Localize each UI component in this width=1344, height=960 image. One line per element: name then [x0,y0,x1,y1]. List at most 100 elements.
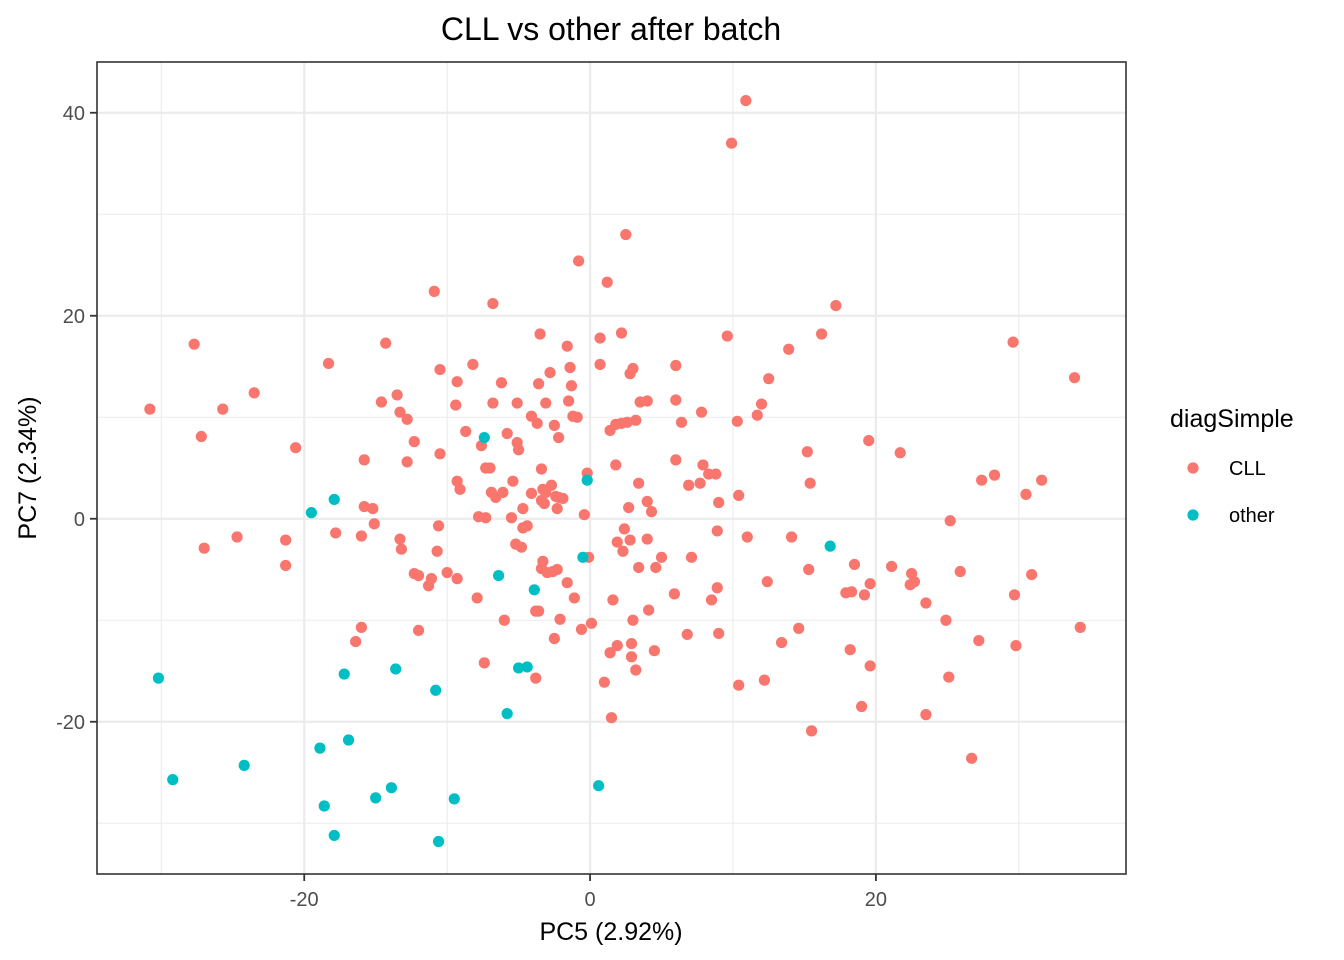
data-point-cll [531,417,543,429]
x-axis-title: PC5 (2.92%) [539,918,682,946]
data-point-cll [815,328,828,340]
data-point-other [478,431,490,444]
data-point-cll [655,551,668,563]
data-point-other [513,662,525,674]
data-point-cll [367,503,379,515]
data-point-other [593,780,605,792]
data-point-cll [848,558,861,571]
data-point-cll [358,454,370,466]
data-point-cll [625,651,638,663]
data-point-cll [803,563,815,576]
data-point-other [581,474,593,486]
data-point-cll [645,506,658,518]
data-point-cll [434,448,446,460]
data-point-cll [471,592,483,604]
data-point-cll [775,636,788,649]
data-point-cll [561,577,573,589]
data-point-cll [548,419,560,431]
data-point-cll [793,622,805,634]
data-point-cll [515,541,528,553]
data-point-other [318,800,330,812]
data-point-cll [195,430,207,443]
x-axis: -20 0 20 [290,874,887,911]
data-point-cll [641,495,653,508]
data-point-cll [594,332,606,344]
data-point-cll [763,373,775,385]
data-point-cll [940,614,952,626]
x-tick-label: 0 [585,889,596,911]
data-point-cll [751,409,763,421]
data-point-cll [697,459,709,471]
data-point-cll [507,475,519,487]
data-point-cll [675,416,688,428]
data-point-cll [630,414,642,426]
data-point-other [528,584,540,596]
data-point-cll [431,545,443,557]
data-point-cll [641,533,653,545]
data-point-other [342,734,355,746]
data-point-other [167,774,179,786]
data-point-cll [412,624,425,637]
data-point-cll [954,565,966,578]
data-point-other [432,835,445,848]
data-point-cll [611,536,623,548]
legend-label-cll: CLL [1229,458,1266,480]
data-point-cll [633,561,645,574]
data-point-cll [830,300,842,312]
data-point-cll [480,512,492,524]
data-point-cll [627,614,639,626]
data-point-other [448,793,460,805]
data-point-cll [711,525,723,537]
data-point-cll [358,500,370,513]
legend-items: CLL other [1187,458,1275,527]
data-point-cll [412,569,425,582]
data-point-cll [604,647,616,659]
data-point-cll [1036,474,1048,486]
data-point-cll [408,436,420,448]
data-point-cll [538,497,550,510]
data-point-cll [668,588,680,600]
data-point-cll [621,416,633,428]
data-point-cll [695,406,708,418]
data-point-cll [801,446,813,458]
data-point-cll [611,640,623,652]
data-point-cll [988,469,1001,481]
data-point-cll [864,578,876,590]
y-axis-title: PC7 (2.34%) [14,396,42,539]
series-other [152,431,836,848]
data-point-cll [401,456,413,468]
data-point-cll [685,551,698,563]
data-point-cll [758,674,771,686]
data-point-cll [565,380,578,392]
data-point-cll [670,359,682,372]
data-point-other [385,782,398,794]
data-point-cll [525,487,538,499]
data-point-cll [624,368,636,380]
data-point-cll [517,503,529,515]
data-point-other [328,829,340,842]
data-point-cll [460,425,472,438]
data-point-cll [441,566,453,579]
data-point-cll [451,573,463,585]
data-point-cll [681,628,693,641]
data-point-cll [856,700,868,713]
plot-area [96,61,1127,875]
data-point-cll [394,406,406,418]
data-point-cll [487,397,499,409]
data-point-cll [908,576,921,588]
data-point-cll [551,563,563,576]
data-point-cll [490,491,502,504]
data-point-cll [248,387,260,399]
data-point-other [305,507,317,519]
y-tick-label: 0 [74,509,85,531]
data-point-other [521,661,533,673]
data-point-cll [534,328,546,340]
data-point-cll [551,503,563,515]
data-point-cll [670,394,682,406]
data-point-other [430,684,442,696]
y-tick-label: 40 [63,103,85,125]
data-point-cll [943,671,955,683]
data-point-cll [1068,372,1081,384]
data-point-cll [571,411,583,423]
